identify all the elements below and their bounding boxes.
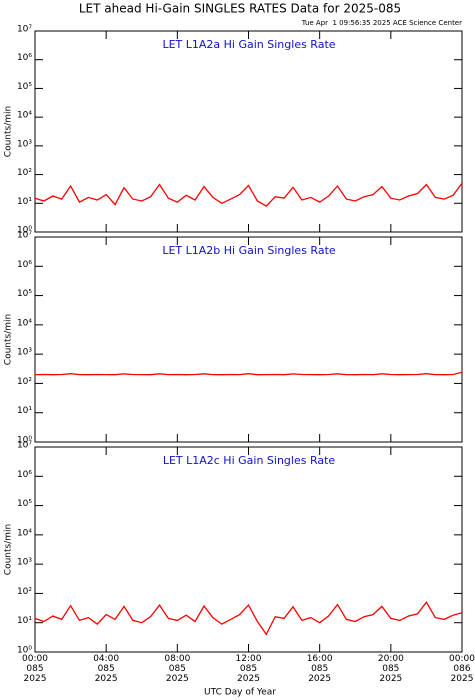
panel-title: LET L1A2a Hi Gain Singles Rate xyxy=(162,38,335,51)
y-tick-label: 10⁰ xyxy=(17,436,32,446)
y-tick-label: 10⁶ xyxy=(17,260,32,270)
y-tick-label: 10⁵ xyxy=(17,289,32,299)
panel-title: LET L1A2c Hi Gain Singles Rate xyxy=(163,454,336,467)
y-tick-label: 10¹ xyxy=(17,616,32,626)
data-line xyxy=(34,371,463,376)
x-tick-label: 12:00 085 2025 xyxy=(235,654,262,684)
y-tick-label: 10³ xyxy=(17,348,32,358)
y-tick-label: 10⁵ xyxy=(17,499,32,509)
plot-frame xyxy=(34,30,463,233)
y-tick-label: 10³ xyxy=(17,139,32,149)
y-tick-label: 10³ xyxy=(17,558,32,568)
y-tick-label: 10² xyxy=(17,377,32,387)
y-tick-label: 10⁶ xyxy=(17,470,32,480)
y-tick-label: 10¹ xyxy=(17,406,32,416)
x-axis-label: UTC Day of Year xyxy=(204,688,276,698)
subtitle: Tue Apr 1 09:56:35 2025 ACE Science Cent… xyxy=(301,19,462,27)
data-line xyxy=(34,182,463,207)
y-axis-label: Counts/min xyxy=(4,314,14,365)
y-tick-label: 10⁴ xyxy=(17,111,32,121)
x-tick-label: 16:00 085 2025 xyxy=(306,654,333,684)
page-title: LET ahead Hi-Gain SINGLES RATES Data for… xyxy=(79,2,401,16)
y-axis-label: Counts/min xyxy=(4,106,14,157)
y-tick-label: 10⁴ xyxy=(17,318,32,328)
y-tick-label: 10⁷ xyxy=(17,25,32,35)
x-tick-label: 20:00 085 2025 xyxy=(377,654,404,684)
y-tick-label: 10⁷ xyxy=(17,441,32,451)
panel-title: LET L1A2b Hi Gain Singles Rate xyxy=(162,244,336,257)
y-tick-label: 10⁴ xyxy=(17,528,32,538)
x-tick-label: 00:00 086 2025 xyxy=(449,654,475,684)
data-line xyxy=(34,601,463,636)
y-tick-label: 10⁰ xyxy=(17,226,32,236)
y-tick-label: 10⁰ xyxy=(17,646,32,656)
y-tick-label: 10² xyxy=(17,587,32,597)
y-tick-label: 10¹ xyxy=(17,197,32,207)
x-tick-label: 04:00 085 2025 xyxy=(93,654,120,684)
x-tick-label: 08:00 085 2025 xyxy=(164,654,191,684)
plot-frame xyxy=(34,446,463,653)
y-tick-label: 10² xyxy=(17,168,32,178)
y-tick-label: 10⁵ xyxy=(17,82,32,92)
x-tick-label: 00:00 085 2025 xyxy=(22,654,48,684)
plot-frame xyxy=(34,236,463,443)
y-tick-label: 10⁷ xyxy=(17,231,32,241)
y-axis-label: Counts/min xyxy=(4,524,14,575)
y-tick-label: 10⁶ xyxy=(17,53,32,63)
